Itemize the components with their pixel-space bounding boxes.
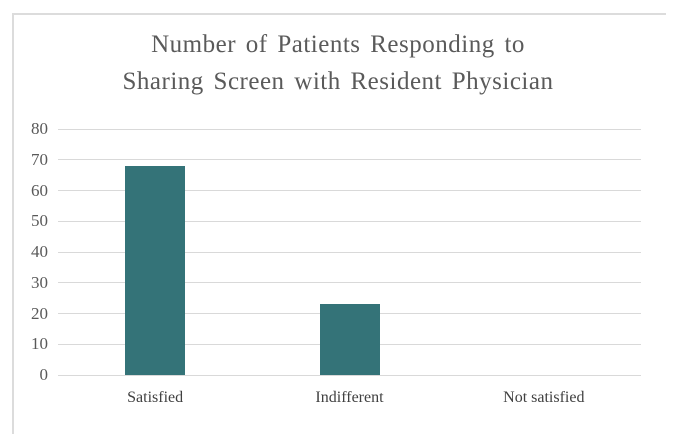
gridline-y-40 <box>58 251 641 253</box>
chart-title-line-2: Sharing Screen with Resident Physician <box>122 68 554 95</box>
y-axis-tick-label: 70 <box>31 149 48 169</box>
gridline-y-80 <box>58 128 641 130</box>
bar-indifferent <box>319 304 380 375</box>
gridline-y-70 <box>58 159 641 161</box>
x-axis-category-label: Not satisfied <box>503 389 585 406</box>
gridline-y-0 <box>58 374 641 376</box>
y-axis-tick-label: 50 <box>31 211 48 231</box>
y-axis-tick-label: 60 <box>31 180 48 200</box>
bar-satisfied <box>125 165 186 375</box>
y-axis-tick-label: 80 <box>31 119 48 138</box>
gridline-y-50 <box>58 220 641 222</box>
chart-title: Number of Patients Responding to Sharing… <box>0 26 676 100</box>
y-axis-tick-label: 20 <box>31 303 48 323</box>
y-axis-tick-label: 40 <box>31 242 48 261</box>
y-axis-tick-label: 0 <box>39 365 49 384</box>
x-axis-category-label: Indifferent <box>315 389 384 406</box>
chart-title-line-1: Number of Patients Responding to <box>151 31 525 58</box>
x-axis-category-label: Satisfied <box>127 389 184 406</box>
y-axis-tick-label: 30 <box>31 272 48 292</box>
gridline-y-30 <box>58 282 641 284</box>
gridline-y-60 <box>58 190 641 191</box>
y-axis-tick-label: 10 <box>31 334 48 354</box>
